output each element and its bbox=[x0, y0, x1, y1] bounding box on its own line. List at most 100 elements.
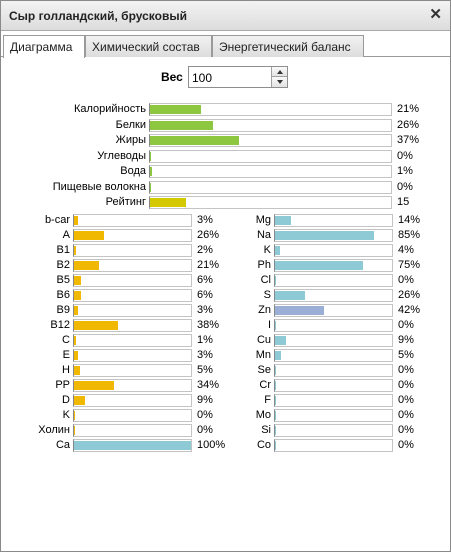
bar-value: 21% bbox=[197, 259, 220, 271]
bar-track bbox=[73, 349, 192, 362]
bar-fill bbox=[275, 366, 276, 375]
bar-track bbox=[73, 244, 192, 257]
bar-label: Калорийность bbox=[73, 103, 146, 115]
bar-value: 75% bbox=[398, 259, 421, 271]
bar-track bbox=[149, 103, 392, 116]
bar-track bbox=[274, 424, 393, 437]
bar-label: A bbox=[62, 229, 70, 241]
bar-value: 0% bbox=[197, 409, 213, 421]
weight-decrement-button[interactable] bbox=[271, 77, 287, 87]
bar-label: D bbox=[62, 394, 70, 406]
bar-value: 9% bbox=[398, 334, 414, 346]
bar-value: 26% bbox=[397, 118, 420, 131]
bar-value: 4% bbox=[398, 244, 414, 256]
bar-track bbox=[274, 214, 393, 227]
bar-label: Cr bbox=[259, 379, 271, 391]
bar-label: B1 bbox=[56, 244, 70, 256]
bar-fill bbox=[275, 246, 280, 255]
bar-label: Mg bbox=[255, 214, 271, 226]
bar-fill bbox=[74, 261, 99, 270]
bar-value: 0% bbox=[398, 409, 414, 421]
bar-value: 3% bbox=[197, 214, 213, 226]
bar-label: B9 bbox=[56, 304, 70, 316]
bar-value: 0% bbox=[398, 394, 414, 406]
bar-label: Углеводы bbox=[97, 149, 146, 162]
bar-value: 1% bbox=[197, 334, 213, 346]
bar-label: Mn bbox=[255, 349, 271, 361]
bar-value: 0% bbox=[398, 364, 414, 376]
bar-fill bbox=[275, 321, 276, 330]
bar-fill bbox=[275, 306, 324, 315]
bar-fill bbox=[150, 151, 151, 161]
bar-value: 5% bbox=[197, 364, 213, 376]
bar-label: E bbox=[62, 349, 70, 361]
bar-fill bbox=[74, 291, 81, 300]
bar-fill bbox=[74, 231, 104, 240]
bar-label: Mo bbox=[255, 409, 271, 421]
bar-track bbox=[149, 118, 392, 132]
bar-track bbox=[73, 334, 192, 347]
bar-track bbox=[73, 409, 192, 422]
bar-track bbox=[149, 196, 392, 209]
bar-label: Белки bbox=[115, 118, 146, 131]
bar-value: 0% bbox=[398, 439, 414, 451]
tab-chemical-composition[interactable]: Химический состав bbox=[85, 35, 212, 57]
bar-label: Вода bbox=[120, 165, 146, 177]
bar-value: 0% bbox=[398, 379, 414, 391]
tab-diagram[interactable]: Диаграмма bbox=[3, 35, 85, 58]
bar-track bbox=[274, 334, 393, 347]
bar-value: 34% bbox=[197, 379, 220, 391]
arrow-down-icon bbox=[277, 80, 283, 84]
bar-fill bbox=[150, 182, 151, 192]
bar-label: B2 bbox=[56, 259, 70, 271]
bar-fill bbox=[275, 426, 276, 435]
bar-track bbox=[274, 274, 393, 287]
bar-fill bbox=[275, 231, 374, 240]
weight-increment-button[interactable] bbox=[271, 67, 287, 77]
bar-value: 26% bbox=[398, 289, 421, 301]
bar-label: Co bbox=[256, 439, 271, 451]
bar-track bbox=[73, 439, 192, 452]
bar-label: K bbox=[263, 244, 271, 256]
weight-input[interactable] bbox=[192, 70, 268, 85]
bar-track bbox=[274, 379, 393, 392]
bar-track bbox=[73, 229, 192, 242]
bar-track bbox=[274, 304, 393, 317]
bar-value: 2% bbox=[197, 244, 213, 256]
bar-track bbox=[73, 424, 192, 437]
bar-track bbox=[274, 259, 393, 272]
bar-track bbox=[149, 149, 392, 163]
bar-fill bbox=[150, 167, 152, 176]
bar-value: 3% bbox=[197, 349, 213, 361]
bar-label: S bbox=[263, 289, 271, 301]
bar-value: 3% bbox=[197, 304, 213, 316]
bar-label: B12 bbox=[50, 319, 70, 331]
bar-fill bbox=[275, 216, 291, 225]
window-title: Сыр голландский, брусковый bbox=[9, 9, 187, 23]
bar-fill bbox=[150, 136, 239, 145]
bar-fill bbox=[275, 291, 305, 300]
close-icon[interactable]: ✕ bbox=[429, 6, 442, 23]
bar-track bbox=[73, 364, 192, 377]
bar-fill bbox=[275, 336, 286, 345]
bar-track bbox=[73, 274, 192, 287]
bar-fill bbox=[74, 276, 81, 285]
bar-value: 26% bbox=[197, 229, 220, 241]
bar-value: 9% bbox=[197, 394, 213, 406]
bar-value: 42% bbox=[398, 304, 421, 316]
bar-value: 0% bbox=[398, 274, 414, 286]
bar-fill bbox=[275, 396, 276, 405]
tab-energy-balance[interactable]: Энергетический баланс bbox=[212, 35, 364, 57]
bar-track bbox=[149, 180, 392, 194]
bar-track bbox=[73, 289, 192, 302]
bar-fill bbox=[275, 381, 276, 390]
bar-label: H bbox=[62, 364, 70, 376]
bar-value: 38% bbox=[197, 319, 220, 331]
bar-value: 14% bbox=[398, 214, 421, 226]
bar-fill bbox=[275, 276, 276, 285]
bar-value: 0% bbox=[398, 424, 414, 436]
bar-track bbox=[73, 379, 192, 392]
bar-track bbox=[274, 229, 393, 242]
bar-track bbox=[149, 165, 392, 178]
